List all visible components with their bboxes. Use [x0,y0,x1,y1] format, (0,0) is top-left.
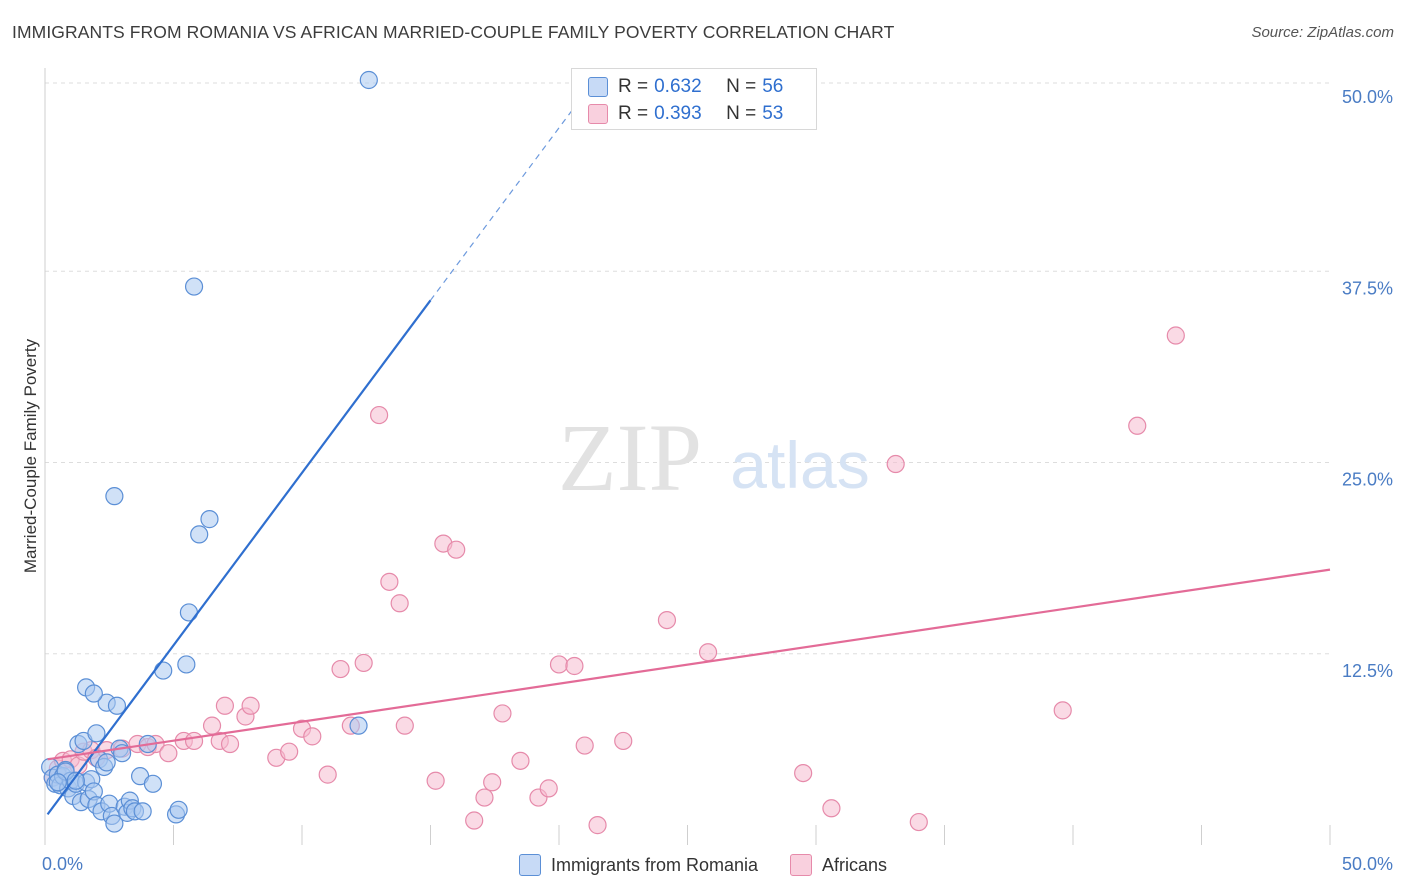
romania-point [66,771,85,790]
africans-point [380,572,399,591]
africans-point [395,716,414,735]
legend-n-value: 53 [762,103,784,124]
africans-point [511,751,530,770]
legend-r-value: 0.393 [654,103,702,124]
africans-point [447,540,466,559]
romania-trend-line [46,299,432,816]
romania-point [359,70,378,90]
watermark-zip: ZIP [558,404,702,511]
romania-point [154,661,173,680]
africans-point [215,696,234,715]
africans-point [354,653,373,673]
romania-point [105,487,124,506]
legend-r-value: 0.632 [654,76,702,97]
africans-point [241,696,260,715]
africans-point [303,727,322,746]
africans-point [331,659,350,679]
chart-title: IMMIGRANTS FROM ROMANIA VS AFRICAN MARRI… [12,22,895,42]
romania-point [169,800,188,819]
africans-points [43,326,1185,835]
y-tick-label: 12.5% [1342,661,1393,681]
africans-point [565,656,584,676]
africans-point [1166,326,1185,345]
legend-row-romania: R = 0.632 N = 56 [588,74,783,100]
legend-swatch-pink [790,854,813,876]
africans-point [280,742,299,761]
africans-point [614,731,633,751]
romania-point [84,684,103,703]
romania-point [177,655,196,674]
legend-item-romania[interactable]: Immigrants from Romania [518,854,759,876]
legend-swatch-blue [518,854,541,876]
y-tick-label: 50.0% [1342,87,1393,107]
legend-item-label: Immigrants from Romania [550,854,759,875]
africans-point [370,405,389,425]
africans-point [159,744,178,763]
romania-points [41,70,378,833]
africans-trend-line [47,568,1331,761]
axis-labels: 12.5% 25.0% 37.5% 50.0% 0.0% 50.0% Married-Cou… [21,87,1393,874]
watermark: ZIP atlas [558,404,870,511]
legend-item-label: Africans [822,854,888,875]
romania-point [200,510,219,529]
series-legend: Immigrants from Romania Africans [0,852,1406,878]
legend-n-label: N = [726,103,757,124]
africans-point [318,765,337,784]
y-axis-title: Married-Couple Family Poverty [21,338,40,573]
africans-point [886,454,905,474]
legend-swatch-pink [588,104,608,124]
trend-lines [46,110,1331,816]
romania-trend-extension [430,110,573,301]
legend-r-label: R = [618,76,649,97]
y-tick-label: 37.5% [1342,278,1393,298]
africans-point [202,716,222,735]
legend-row-africans: R = 0.393 N = 53 [588,101,783,127]
romania-point [143,774,163,793]
x-tick-label-max: 50.0% [1342,854,1393,874]
legend-swatch-blue [588,77,608,97]
romania-point [184,277,204,296]
watermark-atlas: atlas [730,428,869,502]
x-tick-label-min: 0.0% [42,854,83,874]
africans-point [1053,701,1072,720]
africans-point [426,771,445,790]
legend-r-label: R = [618,103,649,124]
africans-point [909,812,928,832]
y-tick-label: 25.0% [1342,470,1393,490]
africans-point [657,610,677,630]
romania-point [87,724,106,743]
africans-point [390,594,409,613]
africans-point [549,655,569,674]
africans-point [794,763,813,783]
africans-point [575,736,594,755]
africans-point [483,773,502,792]
romania-point [105,814,124,833]
africans-point [220,734,240,754]
africans-point [184,731,204,751]
africans-point [1128,416,1147,435]
africans-point [493,704,512,723]
africans-point [475,788,494,807]
africans-point [822,799,841,818]
romania-point [349,716,368,735]
africans-point [698,643,718,662]
legend-n-label: N = [726,76,757,97]
legend-n-value: 56 [762,76,784,97]
romania-point [133,802,152,821]
africans-point [465,811,484,830]
correlation-legend: R = 0.632 N = 56 R = 0.393 N = 53 [571,68,817,130]
romania-point [48,773,67,792]
romania-point [97,753,116,772]
africans-point [539,779,558,798]
legend-item-africans[interactable]: Africans [790,854,887,876]
romania-point [190,525,209,544]
africans-point [588,816,607,835]
romania-point [107,696,127,715]
source-credit: Source: ZipAtlas.com [1251,24,1394,41]
